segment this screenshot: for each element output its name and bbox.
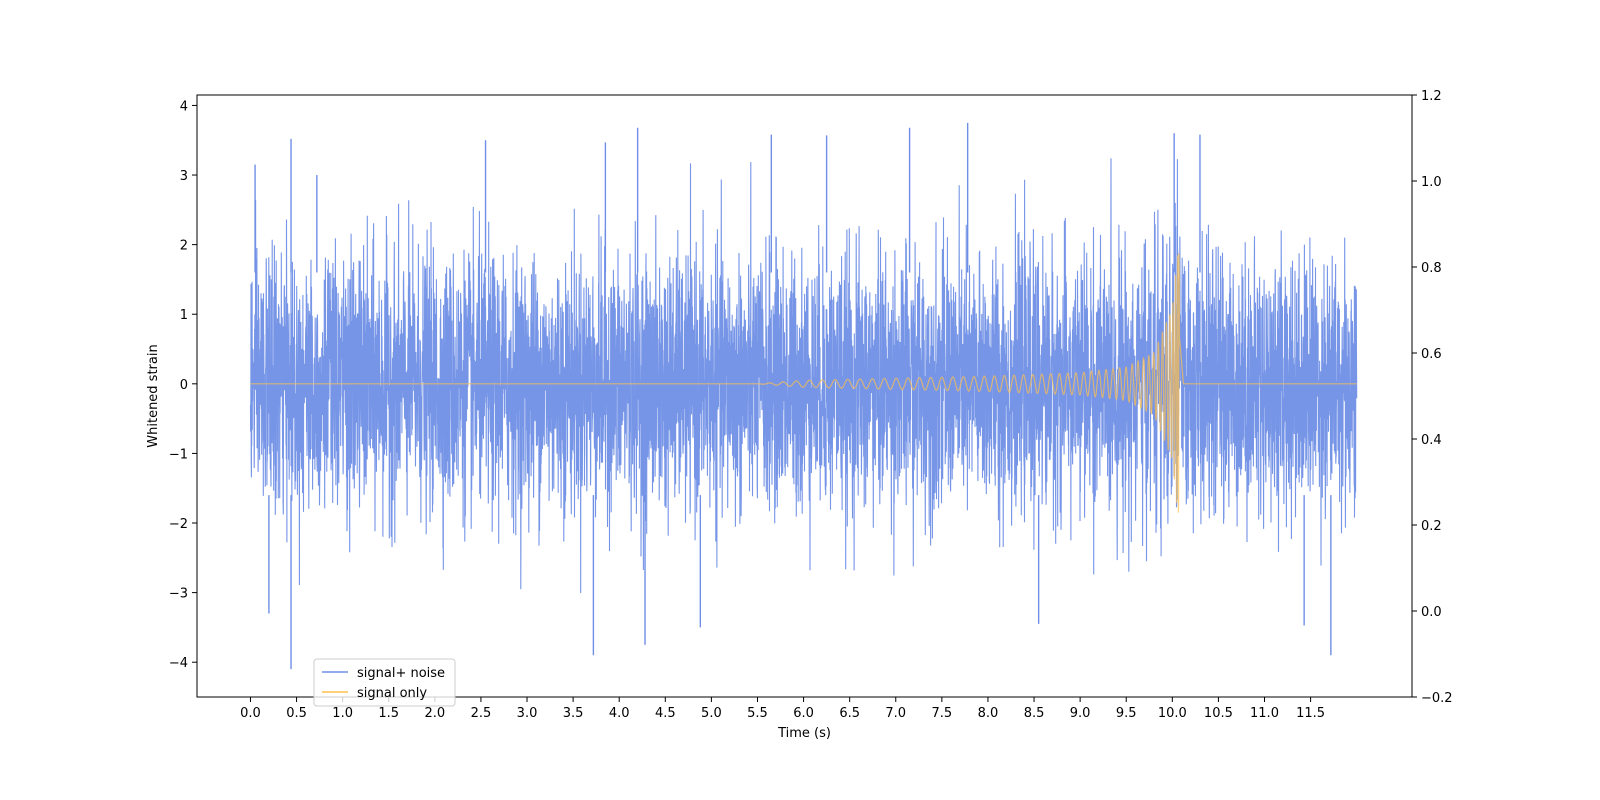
x-tick-label: 4.5	[655, 706, 676, 721]
x-tick-label: 2.0	[424, 706, 445, 721]
y-tick-label: 3	[180, 169, 188, 184]
x-tick-label: 11.5	[1296, 706, 1325, 721]
legend: signal+ noise signal only	[313, 658, 456, 707]
plot-content	[249, 122, 1358, 670]
x-tick-label: 0.5	[286, 706, 307, 721]
y2-tick-label: 0.6	[1421, 347, 1442, 362]
y-tick-label: 4	[180, 99, 188, 114]
axes-layer: 0.0 0.5 1.0 1.5 2.0 2.5 3.0 3.5 4.0 4.5 5.0 5.5 6.0 6…	[146, 89, 1453, 741]
legend-label: signal only	[357, 686, 427, 701]
y2-tick-label: 0.0	[1421, 605, 1442, 620]
x-tick-label: 1.5	[378, 706, 399, 721]
x-tick-label: 5.0	[701, 706, 722, 721]
x-tick-label: 3.5	[563, 706, 584, 721]
series-group	[249, 122, 1358, 670]
series-line-signal-noise	[249, 158, 1358, 594]
x-tick-label: 5.5	[747, 706, 768, 721]
y2-tick-label: 1.2	[1421, 89, 1442, 104]
x-axis-title: Time (s)	[777, 726, 831, 741]
x-tick-label: 7.0	[885, 706, 906, 721]
x-tick-label: 8.0	[978, 706, 999, 721]
y-axis-title: Whitened strain	[146, 344, 161, 447]
x-tick-label: 9.0	[1070, 706, 1091, 721]
y-tick-label: −1	[169, 447, 188, 462]
x-tick-label: 1.0	[332, 706, 353, 721]
plot-frame	[196, 94, 1413, 698]
legend-box	[313, 658, 456, 707]
x-tick-label: 10.5	[1204, 706, 1233, 721]
y-tick-label: −2	[169, 517, 188, 532]
x-tick-label: 7.5	[932, 706, 953, 721]
series-line-signal-only	[250, 253, 1357, 513]
y2-tick-label: 0.4	[1421, 433, 1442, 448]
y-tick-label: 1	[180, 308, 188, 323]
y-tick-label: −3	[169, 587, 188, 602]
y-tick-label: 2	[180, 239, 188, 254]
legend-label: signal+ noise	[357, 666, 445, 681]
x-tick-label: 2.5	[471, 706, 492, 721]
x-tick-label: 10.0	[1158, 706, 1187, 721]
x-tick-label: 6.5	[839, 706, 860, 721]
y2-tick-label: 0.8	[1421, 261, 1442, 276]
x-tick-label: 6.0	[793, 706, 814, 721]
y-tick-label: 0	[180, 378, 188, 393]
y2-tick-label: 1.0	[1421, 175, 1442, 190]
y2-tick-label: −0.2	[1421, 691, 1453, 706]
y2-tick-label: 0.2	[1421, 519, 1442, 534]
x-tick-label: 3.0	[517, 706, 538, 721]
x-tick-label: 8.5	[1024, 706, 1045, 721]
x-tick-label: 11.0	[1250, 706, 1279, 721]
x-tick-label: 4.0	[609, 706, 630, 721]
x-tick-label: 0.0	[240, 706, 261, 721]
y-tick-label: −4	[169, 656, 188, 671]
x-tick-label: 9.5	[1116, 706, 1137, 721]
